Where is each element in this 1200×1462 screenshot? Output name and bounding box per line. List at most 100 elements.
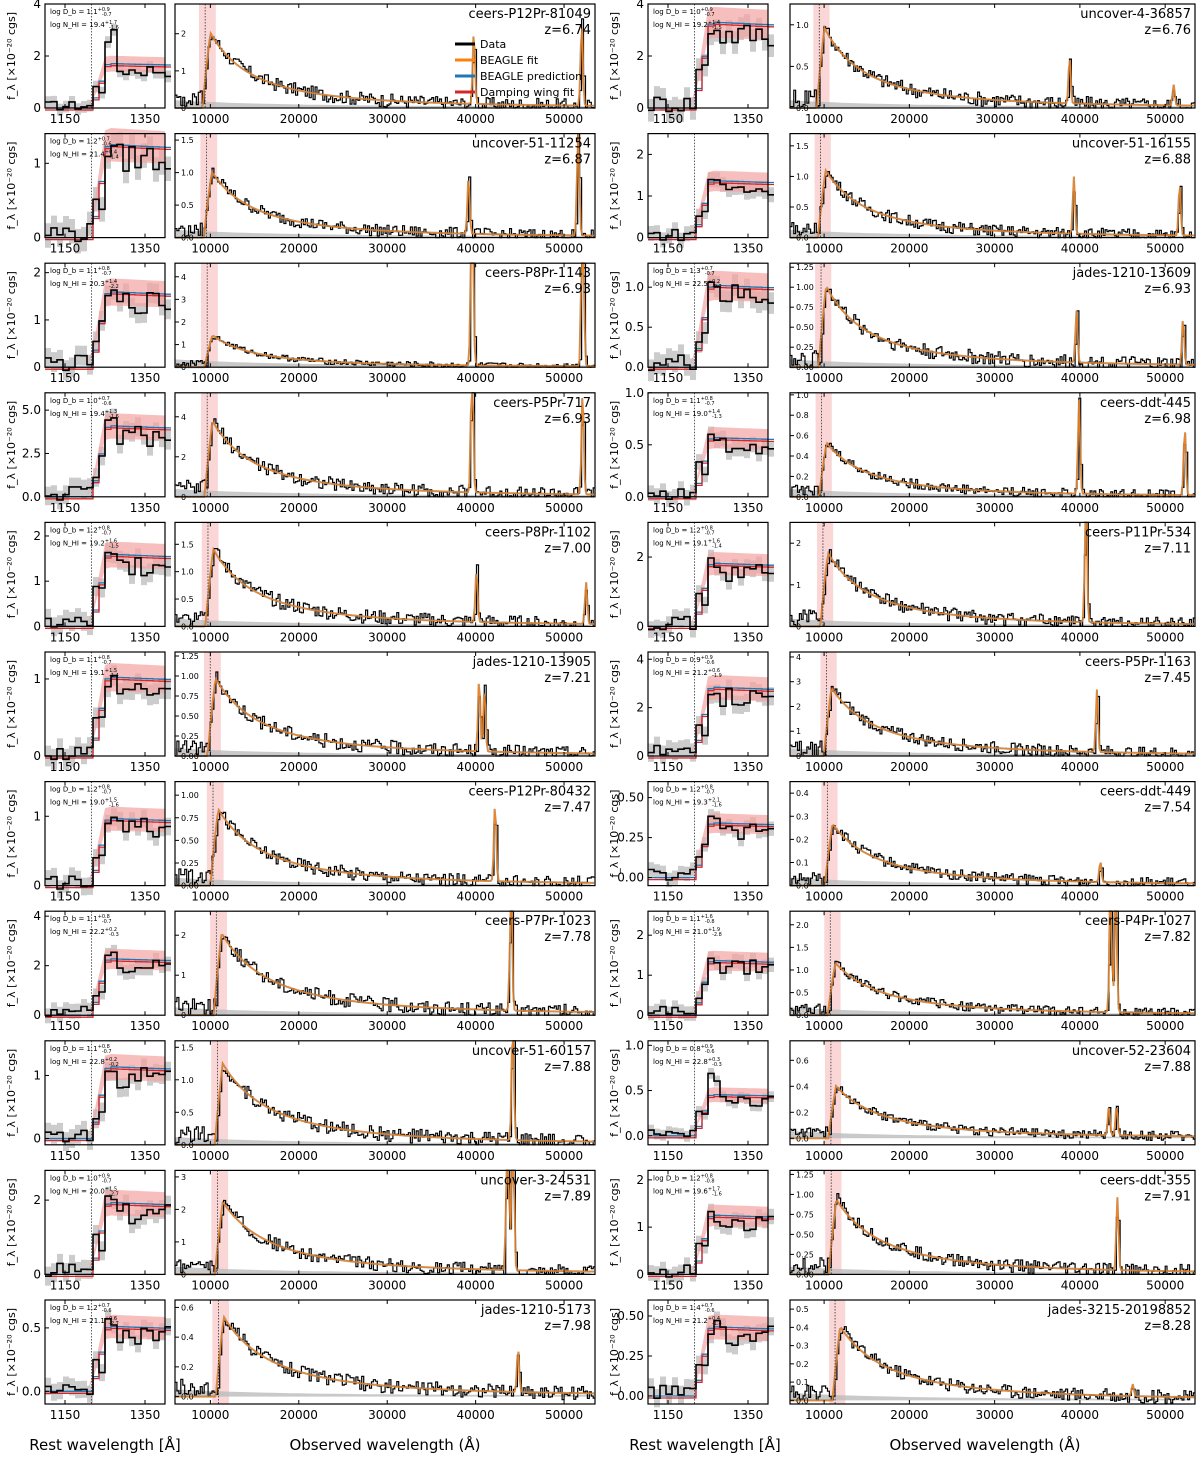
log-db-annotation: log D_b = 1.0+0.9 -0.7: [50, 1173, 112, 1184]
obs-xtick-label: 30000: [976, 371, 1014, 385]
obs-ytick-label: 1: [181, 341, 186, 350]
obs-xtick-label: 40000: [1061, 1149, 1099, 1163]
obs-ytick-label: 4: [796, 653, 801, 662]
rest-axes-frame: [647, 1299, 769, 1405]
panel-redshift: z=7.82: [1144, 930, 1191, 945]
log-nhi-annotation: log N_HI = 22.8+0.2 -0.2: [50, 1057, 119, 1068]
obs-ytick-label: 3: [181, 1173, 186, 1182]
rest-xtick-label: 1350: [130, 112, 161, 126]
obs-xtick-label: 20000: [890, 1149, 928, 1163]
obs-ytick-label: 0.2: [796, 835, 809, 844]
obs-noise-floor: [790, 1007, 1191, 1016]
obs-xtick-label: 30000: [976, 242, 1014, 256]
rest-data-line: [648, 24, 774, 113]
rest-ytick-label: 0: [636, 749, 644, 763]
obs-ytick-label: 0: [181, 1011, 186, 1020]
obs-axes-frame: [789, 392, 1196, 498]
rest-data-line: [45, 289, 171, 372]
log-nhi-annotation: log N_HI = 19.4+1.3 -1.6: [50, 409, 119, 420]
obs-ytick-label: 0.5: [181, 595, 194, 604]
obs-data-line: [790, 1326, 1196, 1404]
rest-ytick-label: 2: [636, 1173, 644, 1187]
legend-entry: BEAGLE fit: [480, 54, 539, 67]
obs-data-line: [790, 1192, 1196, 1276]
panel-redshift: z=6.88: [1144, 153, 1191, 168]
rest-ytick-label: 0.0: [625, 1129, 644, 1143]
rest-ytick-label: 0: [33, 1131, 41, 1145]
obs-xtick-label: 50000: [1146, 1019, 1184, 1033]
obs-xtick-label: 20000: [280, 1019, 318, 1033]
obs-ytick-label: 0.0: [181, 234, 194, 243]
panel-object-name: jades-1210-5173: [480, 1303, 591, 1318]
rest-ytick-label: 0.50: [617, 1309, 644, 1323]
obs-data-line: [790, 26, 1196, 109]
rest-ytick-label: 2: [636, 928, 644, 942]
rest-ytick-label: 1: [33, 809, 41, 823]
panel-object-name: ceers-ddt-449: [1100, 785, 1191, 800]
log-db-annotation: log D_b = 1.2+0.8 -0.7: [653, 785, 715, 796]
obs-xtick-label: 50000: [1146, 371, 1184, 385]
obs-xtick-label: 10000: [191, 371, 229, 385]
rest-data-uncertainty: [648, 679, 774, 764]
obs-xtick-label: 10000: [191, 112, 229, 126]
obs-xtick-label: 10000: [805, 501, 843, 515]
obs-beagle-fit: [175, 1040, 595, 1146]
rest-ytick-label: 0: [33, 879, 41, 893]
obs-xtick-label: 50000: [545, 630, 583, 644]
obs-xtick-label: 50000: [545, 501, 583, 515]
obs-xtick-label: 40000: [1061, 501, 1099, 515]
obs-xtick-label: 20000: [280, 760, 318, 774]
obs-ytick-label: 1.00: [796, 283, 814, 292]
obs-ytick-label: 0.0: [796, 234, 809, 243]
obs-beagle-fit: [790, 687, 1195, 757]
spectrum-panel: 1150 1350 0 2 4 f_λ [×10⁻²⁰ cgs] log D_b = 0.9…: [608, 651, 1196, 774]
log-nhi-annotation: log N_HI = 19.4+1.7 -1.6: [50, 20, 119, 31]
rest-damping-wing-band: [45, 55, 165, 108]
spectrum-panel: 1150 1350 0.00 0.25 0.50f_λ [×10⁻²⁰ cgs] log …: [608, 780, 1196, 904]
obs-xtick-label: 30000: [976, 112, 1014, 126]
obs-ytick-label: 0.0: [796, 104, 809, 113]
rest-damping-wing-band: [45, 278, 165, 368]
obs-xtick-label: 10000: [191, 1408, 229, 1422]
rest-axes-frame: [647, 521, 769, 628]
obs-ytick-label: 1.25: [796, 263, 814, 272]
panel-redshift: z=7.88: [1144, 1060, 1191, 1075]
obs-xtick-label: 50000: [545, 1149, 583, 1163]
obs-damping-wing-region: [824, 1040, 842, 1145]
obs-ytick-label: 0.0: [796, 493, 809, 502]
rest-xtick-label: 1150: [50, 1019, 81, 1033]
y-axis-label: f_λ [×10⁻²⁰ cgs]: [5, 660, 18, 748]
obs-xtick-label: 30000: [368, 630, 406, 644]
rest-xtick-label: 1150: [50, 890, 81, 904]
rest-ytick-label: 0.50: [617, 791, 644, 805]
obs-beagle-prediction: [790, 1083, 1195, 1140]
spectrum-panel: 1150 1350 0 1 f_λ [×10⁻²⁰ cgs] log D_b = 1.2+…: [5, 128, 596, 256]
obs-ytick-label: 0.5: [796, 1305, 809, 1314]
rest-xtick-label: 1350: [733, 242, 764, 256]
rest-ytick-label: 4: [33, 0, 41, 11]
y-axis-label: f_λ [×10⁻²⁰ cgs]: [5, 790, 18, 878]
rest-xtick-label: 1350: [130, 501, 161, 515]
obs-ytick-label: 1.5: [796, 943, 809, 952]
obs-beagle-fit: [790, 1197, 1195, 1276]
y-axis-label: f_λ [×10⁻²⁰ cgs]: [5, 271, 18, 359]
obs-ytick-label: 0.2: [796, 1108, 809, 1117]
rest-damping-wing-band: [648, 1314, 768, 1396]
rest-ytick-label: 0: [636, 1008, 644, 1022]
obs-ytick-label: 0.5: [796, 989, 809, 998]
rest-axes-frame: [647, 780, 769, 887]
obs-xtick-label: 20000: [890, 1278, 928, 1292]
obs-xtick-label: 30000: [976, 1278, 1014, 1292]
obs-damping-wing-region: [201, 263, 218, 368]
obs-noise-floor: [790, 229, 1191, 238]
obs-ytick-label: 0: [181, 104, 186, 113]
y-axis-label: f_λ [×10⁻²⁰ cgs]: [608, 660, 621, 748]
obs-noise-floor: [790, 489, 1191, 497]
obs-ytick-label: 0: [181, 363, 186, 372]
obs-axes-frame: [789, 262, 1196, 368]
y-axis-label: f_λ [×10⁻²⁰ cgs]: [608, 1178, 621, 1266]
obs-ytick-label: 0.3: [796, 812, 809, 821]
obs-ytick-label: 0.25: [181, 859, 199, 868]
rest-xtick-label: 1150: [653, 890, 684, 904]
log-nhi-annotation: log N_HI = 19.0+1.4 -1.3: [653, 409, 722, 420]
